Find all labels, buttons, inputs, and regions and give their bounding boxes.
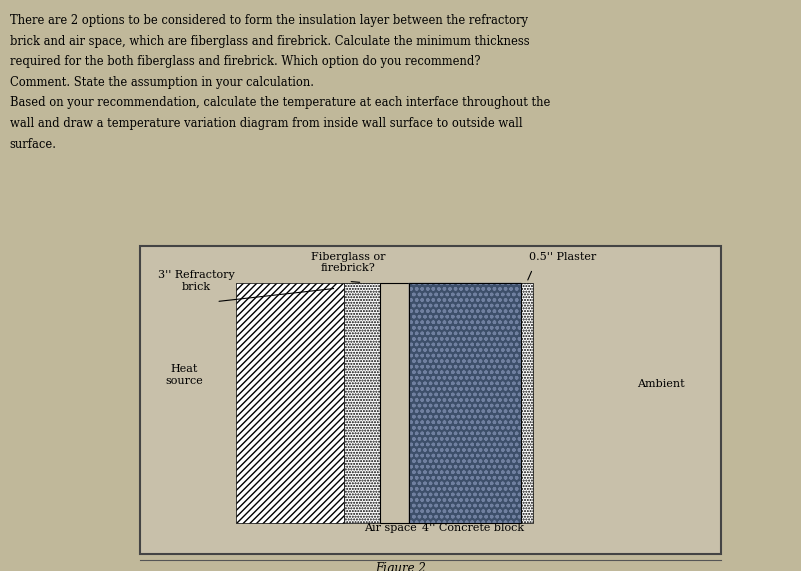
Text: Fiberglass or
firebrick?: Fiberglass or firebrick? [311,252,386,274]
Bar [380,283,409,523]
Bar [344,283,380,523]
Bar [521,283,533,523]
Text: 0.5'' Plaster: 0.5'' Plaster [529,252,596,262]
Text: 4'' Concrete block: 4'' Concrete block [421,523,524,533]
Text: 3'' Refractory
brick: 3'' Refractory brick [158,270,235,292]
Bar [409,283,521,523]
Bar [236,283,344,523]
Text: Ambient: Ambient [637,379,685,389]
Text: Figure 2: Figure 2 [375,562,426,571]
Bar [409,283,521,523]
Text: There are 2 options to be considered to form the insulation layer between the re: There are 2 options to be considered to … [10,14,528,27]
Text: required for the both fiberglass and firebrick. Which option do you recommend?: required for the both fiberglass and fir… [10,55,480,69]
Bar [140,246,721,554]
Text: surface.: surface. [10,138,57,151]
Text: Air space: Air space [364,523,417,533]
Text: Comment. State the assumption in your calculation.: Comment. State the assumption in your ca… [10,76,314,89]
Text: wall and draw a temperature variation diagram from inside wall surface to outsid: wall and draw a temperature variation di… [10,117,522,130]
Text: Heat
source: Heat source [165,364,203,386]
Text: brick and air space, which are fiberglass and firebrick. Calculate the minimum t: brick and air space, which are fiberglas… [10,35,529,48]
Text: Based on your recommendation, calculate the temperature at each interface throug: Based on your recommendation, calculate … [10,96,550,110]
